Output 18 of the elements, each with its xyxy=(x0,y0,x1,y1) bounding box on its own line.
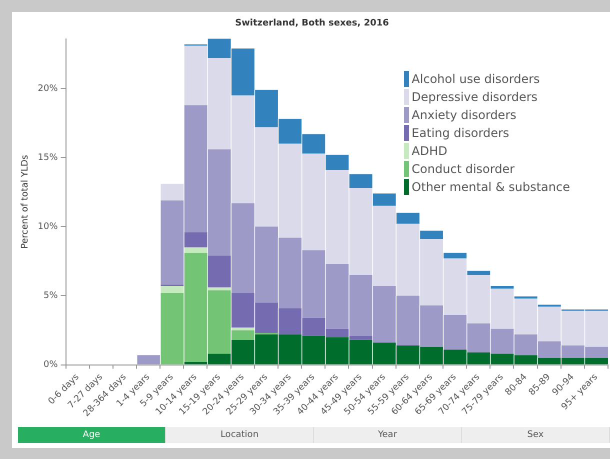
y-tick-label: 20% xyxy=(38,84,58,94)
y-tick-label: 15% xyxy=(38,152,58,163)
y-axis-title: Percent of total YLDs xyxy=(20,154,31,249)
legend-label: Depressive disorders xyxy=(412,89,538,106)
legend-label: Conduct disorder xyxy=(412,161,515,178)
text: Age xyxy=(18,427,166,443)
y-tick-label: 10% xyxy=(38,222,58,232)
chart-title: Switzerland, Both sexes, 2016 xyxy=(235,18,389,29)
legend-label: Eating disorders xyxy=(412,125,510,142)
legend-label: Alcohol use disorders xyxy=(412,71,540,88)
y-tick-label: 5% xyxy=(44,291,58,302)
legend-label: ADHD xyxy=(412,143,448,160)
y-tick-label: 0% xyxy=(44,360,58,370)
legend-label: Other mental & substance xyxy=(412,179,570,196)
text: Sex xyxy=(462,427,610,443)
text: Year xyxy=(314,427,462,443)
text: Location xyxy=(166,427,314,443)
legend-label: Anxiety disorders xyxy=(412,107,516,124)
